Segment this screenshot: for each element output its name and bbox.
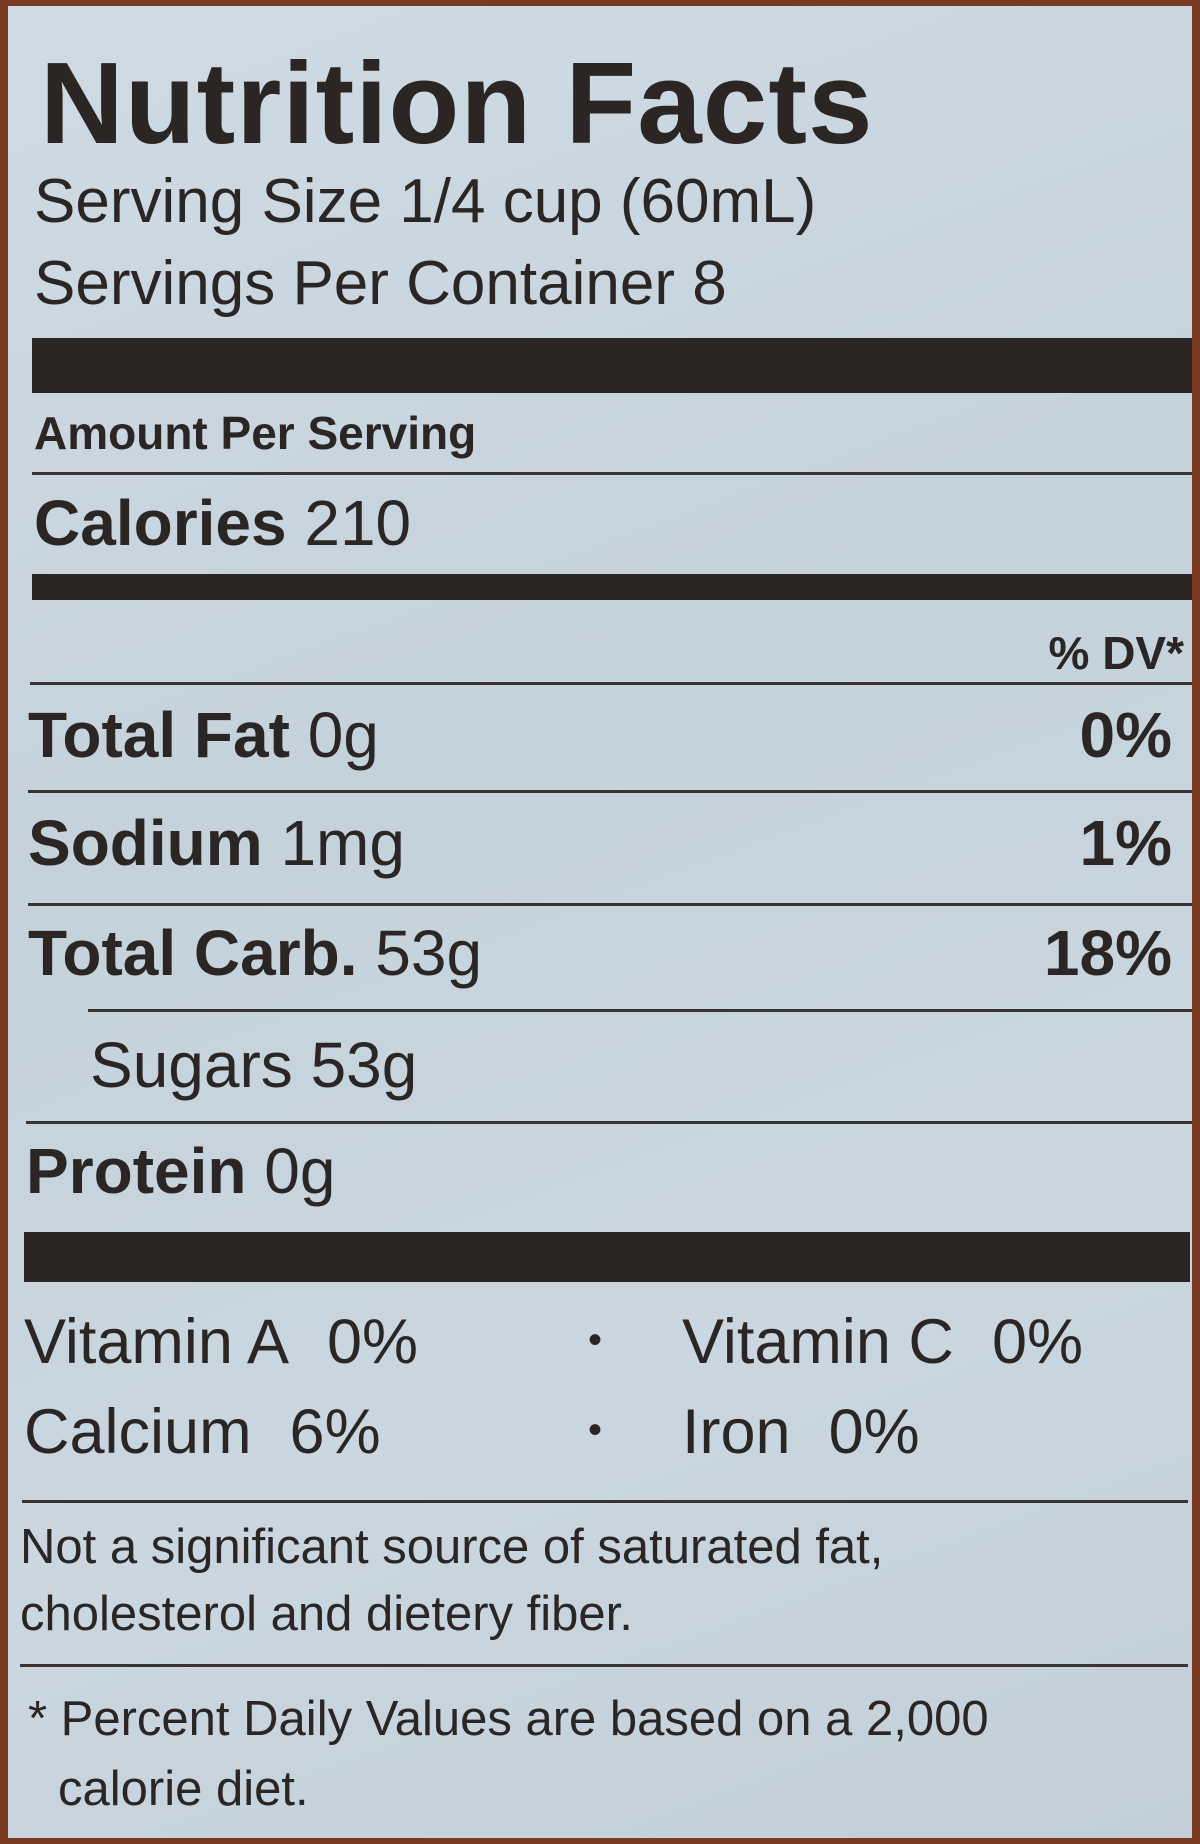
nutrient-name: Sodium — [28, 807, 263, 879]
title: Nutrition Facts — [40, 38, 874, 168]
calories-value: 210 — [304, 487, 412, 559]
calories: Calories 210 — [34, 486, 411, 560]
nutrient-amount: 53g — [375, 917, 483, 989]
vitamin: Calcium 6% — [24, 1396, 381, 1468]
vitamin-name: Vitamin A — [24, 1307, 289, 1377]
footnote: * Percent Daily Values are based on a 2,… — [28, 1692, 989, 1816]
vitamin-name: Calcium — [24, 1397, 252, 1467]
dv-header: % DV* — [1048, 627, 1184, 679]
servings-per-container: Servings Per Container 8 — [34, 249, 727, 318]
footnote: Not a significant source of saturated fa… — [20, 1520, 884, 1641]
medium-rule — [32, 574, 1192, 600]
rule — [20, 1664, 1188, 1667]
label-panel: Nutrition Facts Serving Size 1/4 cup (60… — [8, 6, 1192, 1838]
vitamin: Vitamin C 0% — [682, 1306, 1083, 1378]
bullet: • — [588, 1408, 603, 1452]
protein: Protein 0g — [26, 1134, 335, 1208]
calories-label: Calories — [34, 487, 287, 559]
vitamin-dv: 0% — [991, 1307, 1083, 1377]
rule — [28, 903, 1192, 906]
protein-amount: 0g — [264, 1135, 336, 1207]
nutrient-row: Total Fat 0g 0% — [28, 698, 1172, 772]
thick-rule — [32, 338, 1192, 393]
vitamin-name: Vitamin C — [682, 1307, 954, 1377]
bullet: • — [588, 1318, 603, 1362]
rule — [22, 1500, 1188, 1503]
vitamin-dv: 0% — [326, 1307, 419, 1377]
rule — [30, 682, 1192, 685]
nutrient-dv: 18% — [1043, 917, 1172, 989]
nutrient-amount: 1mg — [280, 807, 405, 879]
sugars-name: Sugars — [90, 1029, 293, 1101]
thick-rule — [24, 1232, 1190, 1282]
vitamin: Iron 0% — [682, 1396, 920, 1468]
protein-name: Protein — [26, 1135, 247, 1207]
sugars-amount: 53g — [310, 1029, 418, 1101]
vitamin-name: Iron — [682, 1397, 791, 1467]
nutrient-dv: 0% — [1079, 699, 1173, 771]
sugars: Sugars 53g — [90, 1028, 417, 1102]
nutrient-row: Total Carb. 53g 18% — [28, 916, 1172, 990]
nutrient-dv: 1% — [1079, 807, 1173, 879]
serving-size: Serving Size 1/4 cup (60mL) — [34, 167, 817, 236]
vitamin: Vitamin A 0% — [24, 1306, 418, 1378]
amount-per-serving: Amount Per Serving — [34, 407, 477, 459]
vitamin-dv: 0% — [828, 1397, 920, 1467]
nutrient-name: Total Fat — [28, 699, 290, 771]
nutrient-amount: 0g — [307, 699, 379, 771]
nutrient-row: Sodium 1mg 1% — [28, 806, 1172, 880]
nutrient-name: Total Carb. — [28, 917, 358, 989]
rule — [32, 472, 1192, 475]
rule — [28, 790, 1192, 793]
vitamin-dv: 6% — [289, 1397, 381, 1467]
rule — [88, 1009, 1192, 1012]
rule — [26, 1121, 1192, 1124]
